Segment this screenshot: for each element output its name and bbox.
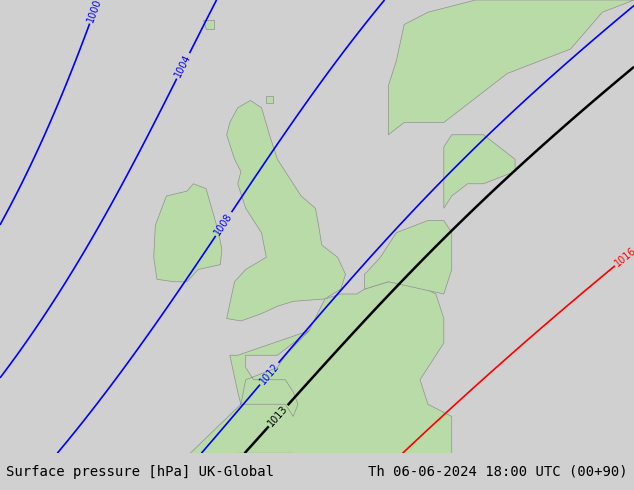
Text: 1016: 1016 <box>613 245 634 269</box>
Polygon shape <box>153 184 222 282</box>
Text: 1004: 1004 <box>173 53 193 79</box>
Text: Th 06-06-2024 18:00 UTC (00+90): Th 06-06-2024 18:00 UTC (00+90) <box>368 465 628 479</box>
Polygon shape <box>444 135 515 208</box>
Text: 1008: 1008 <box>212 211 235 237</box>
Polygon shape <box>226 100 346 321</box>
Text: 1013: 1013 <box>266 403 290 428</box>
Polygon shape <box>203 20 214 29</box>
Text: 1012: 1012 <box>257 361 281 386</box>
Polygon shape <box>388 0 634 135</box>
Polygon shape <box>365 220 451 294</box>
Polygon shape <box>169 282 451 488</box>
Text: 1000: 1000 <box>86 0 103 24</box>
Text: Surface pressure [hPa] UK-Global: Surface pressure [hPa] UK-Global <box>6 465 275 479</box>
Polygon shape <box>266 96 273 103</box>
